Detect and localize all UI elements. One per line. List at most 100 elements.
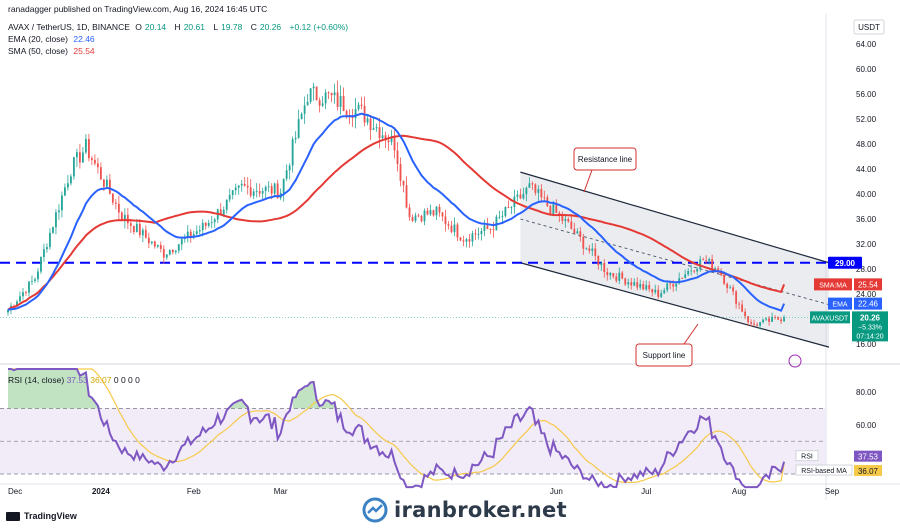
rsi-header-ma: 36.07 (90, 375, 114, 385)
candle (168, 249, 171, 256)
candle-body (237, 185, 240, 188)
candle (162, 245, 165, 264)
candle-body (240, 183, 243, 186)
candle (70, 174, 72, 186)
rsi-value-tag (854, 450, 882, 462)
candle-body (642, 284, 645, 290)
candle-body (102, 179, 105, 187)
candle-body (282, 178, 285, 194)
candle-body (480, 230, 483, 235)
candle-body (87, 139, 90, 159)
candle-body (624, 278, 627, 285)
candle (252, 188, 255, 200)
candle-body (702, 259, 705, 261)
candle-body (654, 289, 657, 293)
rsi-name-tag (795, 450, 819, 462)
support-callout-pointer (683, 323, 699, 345)
candle (43, 243, 45, 262)
candle-body (672, 284, 675, 287)
candle-body (519, 194, 522, 199)
candle (465, 237, 468, 248)
sma-name-tag (814, 278, 852, 291)
tradingview-logo[interactable]: TradingView (6, 511, 77, 521)
candle (504, 206, 507, 218)
candle (243, 176, 246, 187)
candle-body (261, 191, 264, 194)
tradingview-logo-icon (6, 511, 20, 521)
candle-body (705, 260, 708, 261)
candle-body (657, 289, 660, 297)
candle-body (246, 185, 249, 188)
legend-instrument: AVAX / TetherUS, 1D, BINANCE O 20.14 H 20.… (8, 22, 351, 32)
legend-sma[interactable]: SMA (50, close) 25.54 (8, 46, 98, 56)
candle (288, 163, 291, 180)
candle (303, 96, 306, 124)
candle-body (369, 118, 372, 130)
candle-body (609, 273, 612, 276)
candle (282, 178, 285, 202)
resistance-callout-pointer (583, 169, 593, 193)
candle (690, 264, 693, 276)
candle (645, 280, 648, 291)
candle-body (771, 316, 773, 322)
candle (93, 154, 96, 166)
candle (55, 209, 57, 235)
rsi-header-label: RSI (14, close) (8, 375, 67, 385)
candle-body (486, 225, 489, 230)
time-tick-label: 2024 (92, 487, 110, 496)
candle (25, 290, 27, 296)
candle (372, 117, 375, 130)
candle-body (537, 189, 540, 193)
candle-body (120, 212, 123, 221)
candle-body (762, 319, 765, 323)
candle-body (468, 239, 471, 242)
candle-body (303, 105, 306, 114)
candle (537, 185, 540, 201)
price-tick-label: 44.00 (856, 165, 877, 174)
candle (648, 281, 651, 293)
legend-ema[interactable]: EMA (20, close) 22.46 (8, 34, 98, 44)
candle-body (528, 183, 531, 188)
candle-body (159, 244, 162, 249)
candle (462, 235, 465, 247)
candle (73, 156, 75, 180)
candle (597, 255, 600, 270)
price-tick-label: 64.00 (856, 40, 877, 49)
candle-body (522, 194, 525, 199)
candle-body (438, 206, 441, 213)
publisher-line: ranadagger published on TradingView.com,… (8, 4, 270, 14)
candle (636, 277, 639, 291)
candle-body (252, 191, 255, 196)
candle-body (498, 216, 501, 218)
candle-body (504, 207, 507, 216)
candle-body (64, 187, 66, 196)
price-tick-label: 52.00 (856, 115, 877, 124)
candle (336, 80, 339, 111)
time-tick-label: Feb (187, 487, 201, 496)
candle-body (150, 241, 153, 244)
candle-body (46, 247, 48, 250)
candle (267, 181, 270, 193)
candle-body (399, 164, 402, 181)
candle (375, 123, 378, 132)
candle-body (456, 224, 459, 238)
candle-body (582, 236, 585, 249)
candle-body (567, 219, 570, 222)
candle (708, 257, 711, 265)
candle (120, 211, 123, 221)
candle-body (744, 311, 747, 317)
candle (474, 229, 477, 240)
candle (564, 213, 567, 228)
candle-body (168, 249, 171, 255)
support-callout-box (635, 343, 693, 367)
candle (603, 258, 606, 278)
candle-body (723, 275, 726, 284)
alert-icon (788, 354, 802, 368)
candle-body (573, 228, 576, 234)
candle (225, 199, 228, 214)
candle-body (31, 280, 33, 282)
rsi-overbought-fill (229, 399, 251, 409)
candle-body (465, 239, 468, 242)
candle-body (40, 257, 42, 272)
